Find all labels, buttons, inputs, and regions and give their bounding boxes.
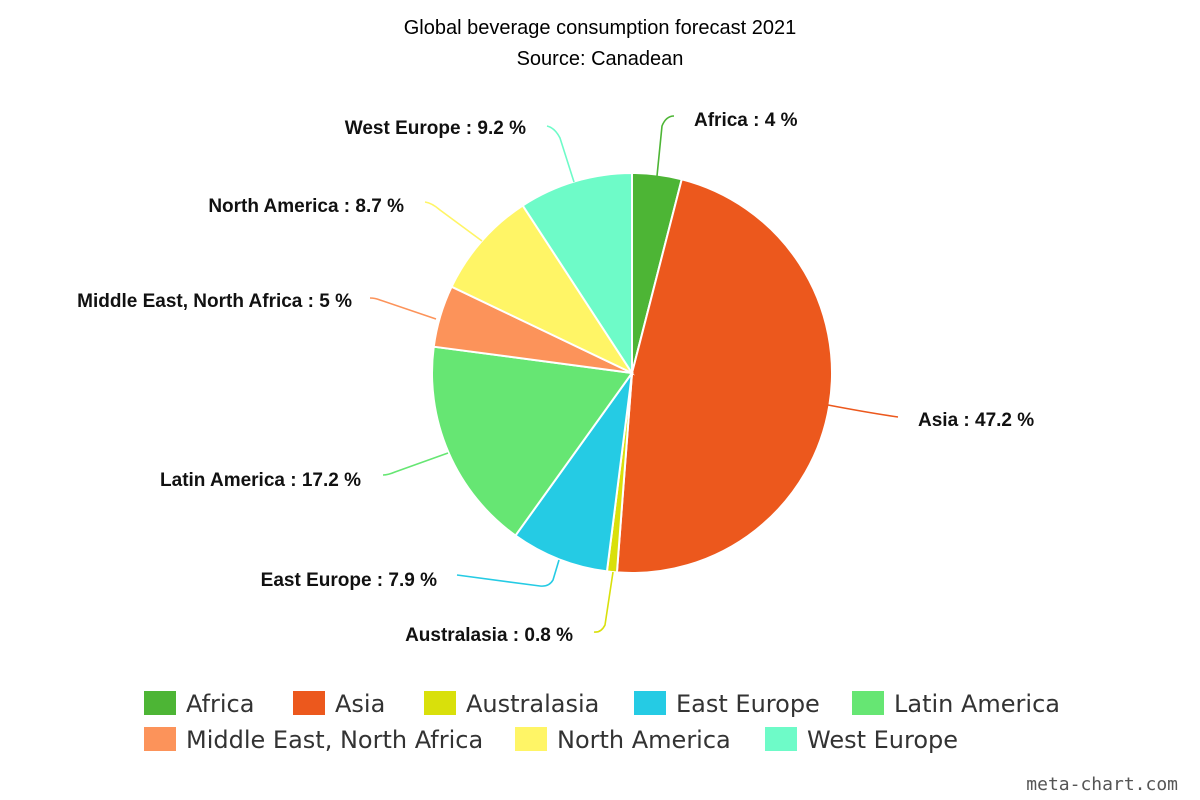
pie-slice-latin-america[interactable] [431, 345, 634, 537]
pie-slice-east-europe[interactable] [514, 372, 633, 573]
legend-label: East Europe [676, 690, 820, 718]
slice-label-africa: Africa : 4 % [694, 110, 798, 131]
slice-labels: Africa : 4 % Asia : 47.2 % Australasia : 0… [77, 110, 1034, 646]
slice-label-east-europe: East Europe : 7.9 % [261, 570, 437, 591]
slice-label-north-america: North America : 8.7 % [208, 196, 404, 217]
legend-item-asia[interactable]: Asia [293, 690, 385, 718]
legend-swatch [634, 691, 666, 715]
legend-item-north-america[interactable]: North America [515, 726, 731, 754]
legend-item-middle-east-north-africa[interactable]: Middle East, North Africa [144, 726, 483, 754]
slice-label-west-europe: West Europe : 9.2 % [345, 118, 526, 139]
slice-label-australasia: Australasia : 0.8 % [405, 625, 573, 646]
slice-label-latin-america: Latin America : 17.2 % [160, 470, 361, 491]
leader-line-middle-east-north-africa [369, 297, 437, 320]
leader-line-africa [656, 115, 675, 177]
legend-swatch [852, 691, 884, 715]
leader-line-north-america [424, 201, 483, 242]
legend-item-australasia[interactable]: Australasia [424, 690, 599, 718]
legend-swatch [293, 691, 325, 715]
pie-slice-west-europe[interactable] [521, 171, 633, 377]
leader-line-east-europe [456, 559, 560, 587]
legend-label: Latin America [894, 690, 1060, 718]
chart-subtitle: Source: Canadean [517, 48, 684, 70]
leader-lines [369, 115, 899, 633]
legend-item-west-europe[interactable]: West Europe [765, 726, 958, 754]
legend-label: Africa [186, 690, 254, 718]
legend-label: Middle East, North Africa [186, 726, 483, 754]
legend-item-latin-america[interactable]: Latin America [852, 690, 1060, 718]
watermark: meta-chart.com [1026, 774, 1178, 795]
leader-line-australasia [593, 571, 614, 633]
leader-line-west-europe [546, 125, 575, 183]
legend-swatch [144, 691, 176, 715]
legend-label: North America [557, 726, 731, 754]
legend-label: Australasia [466, 690, 599, 718]
leader-line-latin-america [382, 452, 449, 476]
legend-item-africa[interactable]: Africa [144, 690, 254, 718]
legend-label: West Europe [807, 726, 958, 754]
slice-label-middle-east-north-africa: Middle East, North Africa : 5 % [77, 291, 352, 312]
legend-swatch [515, 727, 547, 751]
chart-title: Global beverage consumption forecast 202… [404, 17, 796, 39]
legend: Africa Asia Australasia East Europe Latin Am… [144, 690, 1060, 754]
legend-item-east-europe[interactable]: East Europe [634, 690, 820, 718]
legend-swatch [424, 691, 456, 715]
pie-slices [431, 171, 833, 574]
legend-swatch [144, 727, 176, 751]
slice-label-asia: Asia : 47.2 % [918, 410, 1034, 431]
leader-line-asia [827, 404, 899, 418]
legend-swatch [765, 727, 797, 751]
legend-label: Asia [335, 690, 385, 718]
